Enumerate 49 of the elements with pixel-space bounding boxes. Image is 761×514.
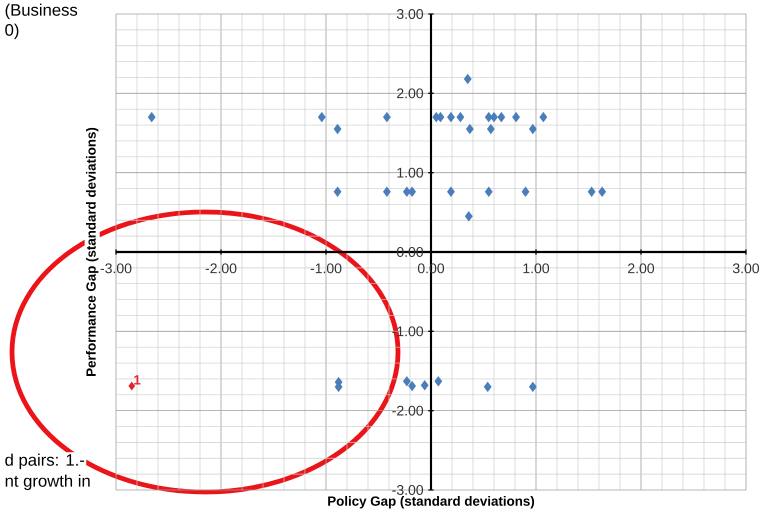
point [598, 186, 606, 197]
text: d pairs: 1.- [5, 454, 84, 470]
point [486, 124, 495, 134]
point [447, 112, 455, 122]
y-axis-title: Performance Gap (standard deviations) [86, 128, 98, 376]
x-tick-label: -1.00 [310, 263, 342, 274]
point [484, 186, 493, 197]
point [456, 112, 464, 122]
point [402, 376, 411, 386]
x-tick-label: -3.00 [100, 263, 132, 274]
point [528, 382, 537, 392]
point [383, 112, 391, 122]
point [539, 112, 548, 122]
point [436, 112, 444, 122]
point [466, 124, 474, 134]
point [408, 186, 416, 197]
point [522, 186, 530, 197]
point [420, 380, 429, 390]
x-tick-label: -2.00 [206, 263, 236, 274]
x-axis-title: Policy Gap (standard deviations) [328, 496, 534, 508]
point [318, 112, 326, 122]
point [334, 186, 342, 197]
point [447, 186, 455, 197]
point [484, 382, 492, 392]
x-tick-label: 1.00 [523, 263, 550, 274]
y-tick-label: 3.00 [396, 9, 424, 19]
point [497, 112, 506, 122]
x-tick-label: 2.00 [628, 263, 654, 274]
point [383, 186, 391, 197]
point [464, 211, 473, 222]
text: nt growth in [6, 474, 90, 490]
y-tick-label: 1.00 [397, 168, 424, 178]
point [334, 124, 342, 134]
y-tick-label: -3.00 [392, 485, 424, 495]
text: (Business [6, 4, 78, 20]
point [128, 382, 136, 390]
point [434, 376, 442, 386]
point [490, 112, 498, 122]
annotation: 1 [134, 375, 140, 384]
text: 0) [5, 24, 18, 40]
point [408, 380, 416, 392]
point [512, 112, 520, 122]
y-tick-label: -2.00 [392, 406, 424, 416]
point [588, 186, 596, 197]
point [148, 112, 156, 122]
y-tick-label: 2.00 [397, 88, 424, 98]
point [528, 124, 537, 134]
point [464, 74, 472, 84]
x-tick-label: 3.00 [732, 263, 760, 274]
